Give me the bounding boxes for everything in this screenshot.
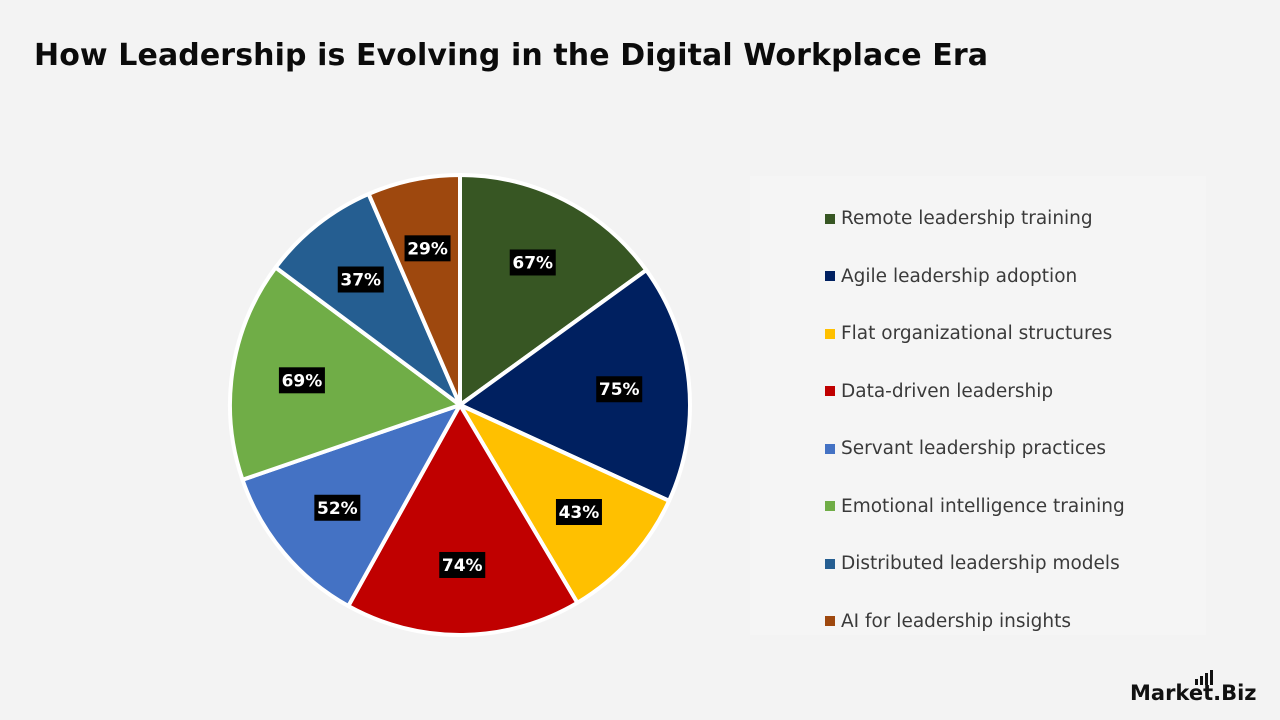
legend-item: AI for leadership insights bbox=[825, 593, 1206, 651]
legend-label: AI for leadership insights bbox=[841, 610, 1072, 632]
pie-slice bbox=[228, 265, 462, 482]
legend-label: Flat organizational structures bbox=[841, 323, 1113, 345]
legend-swatch bbox=[825, 328, 835, 339]
pie-slice bbox=[458, 268, 692, 503]
brand-name-part1: Market bbox=[1130, 681, 1214, 705]
legend-swatch bbox=[825, 616, 835, 627]
data-label: 52% bbox=[317, 499, 358, 519]
legend-swatch bbox=[825, 213, 835, 224]
data-label: 67% bbox=[512, 253, 553, 273]
data-label: 74% bbox=[442, 556, 483, 576]
legend-item: Flat organizational structures bbox=[825, 305, 1206, 363]
data-label-box bbox=[337, 266, 384, 293]
legend-item: Distributed leadership models bbox=[825, 535, 1206, 593]
legend-swatch bbox=[825, 443, 835, 454]
legend-label: Remote leadership training bbox=[841, 208, 1093, 230]
data-label: 69% bbox=[282, 371, 323, 391]
bar-chart-icon bbox=[1195, 670, 1213, 685]
legend-label: Distributed leadership models bbox=[841, 553, 1120, 575]
legend-item: Servant leadership practices bbox=[825, 420, 1206, 478]
brand-name: Market.Biz bbox=[1130, 683, 1257, 704]
pie-slice bbox=[273, 191, 462, 407]
data-label-box bbox=[555, 499, 602, 526]
legend-label: Servant leadership practices bbox=[841, 438, 1107, 460]
legend-label: Emotional intelligence training bbox=[841, 495, 1125, 517]
brand-logo: Market.Biz bbox=[1130, 668, 1257, 704]
chart-title: How Leadership is Evolving in the Digita… bbox=[34, 38, 989, 73]
data-label: 75% bbox=[599, 380, 640, 400]
legend-item: Agile leadership adoption bbox=[825, 248, 1206, 306]
legend-swatch bbox=[825, 386, 835, 397]
legend-label: Agile leadership adoption bbox=[841, 265, 1078, 287]
legend-swatch bbox=[825, 271, 835, 282]
data-label: 37% bbox=[340, 271, 381, 291]
legend: Remote leadership training Agile leaders… bbox=[750, 176, 1206, 635]
pie-slice bbox=[346, 403, 580, 637]
legend-item: Emotional intelligence training bbox=[825, 478, 1206, 536]
pie-slice bbox=[458, 173, 649, 407]
brand-name-part2: .Biz bbox=[1213, 681, 1257, 705]
data-label-box bbox=[596, 376, 643, 403]
data-label-box bbox=[314, 494, 361, 521]
pie-chart: 67% 75% 43% 74% 52% 69% 37% 29% bbox=[228, 173, 692, 637]
legend-swatch bbox=[825, 501, 835, 512]
data-label-box bbox=[509, 249, 556, 276]
data-label: 43% bbox=[559, 503, 600, 523]
legend-item: Data-driven leadership bbox=[825, 363, 1206, 421]
data-label-box bbox=[439, 551, 486, 578]
pie-slice bbox=[366, 173, 462, 407]
data-label-box bbox=[404, 235, 451, 262]
legend-label: Data-driven leadership bbox=[841, 380, 1054, 402]
data-label-box bbox=[278, 367, 325, 394]
legend-swatch bbox=[825, 558, 835, 569]
legend-item: Remote leadership training bbox=[825, 190, 1206, 248]
data-label: 29% bbox=[407, 239, 448, 259]
